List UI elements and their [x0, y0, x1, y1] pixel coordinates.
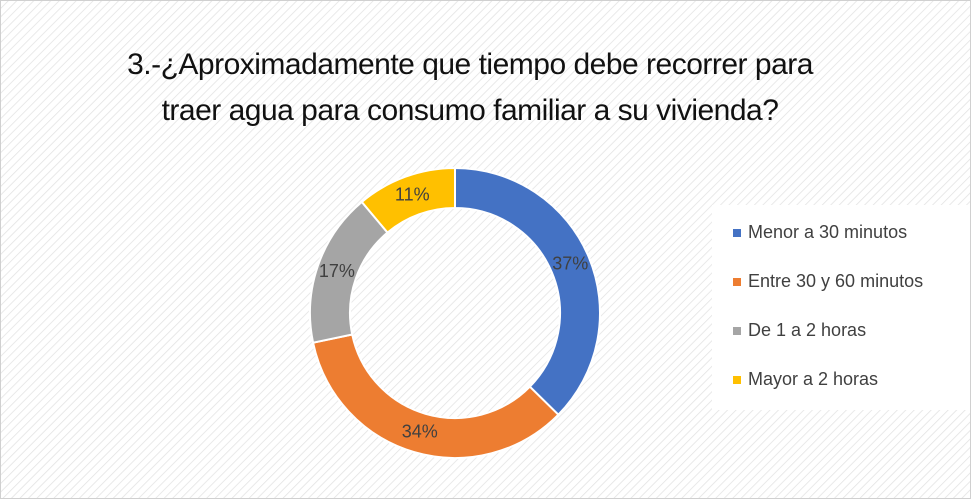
- legend-swatch: [733, 229, 741, 237]
- data-label: 11%: [395, 184, 430, 204]
- donut-slice: [360, 166, 456, 234]
- data-label: 17%: [319, 261, 355, 281]
- legend-label: De 1 a 2 horas: [748, 320, 866, 340]
- legend-label: Entre 30 y 60 minutos: [748, 271, 923, 291]
- chart-title: 3.-¿Aproximadamente que tiempo debe reco…: [127, 48, 813, 127]
- legend-box: [712, 205, 970, 410]
- legend-swatch: [733, 376, 741, 384]
- data-label: 34%: [402, 422, 438, 442]
- legend-label: Mayor a 2 horas: [748, 369, 878, 389]
- legend-swatch: [733, 278, 741, 286]
- donut-slice: [454, 166, 601, 417]
- legend-label: Menor a 30 minutos: [748, 222, 907, 242]
- legend-swatch: [733, 327, 741, 335]
- donut-slice: [311, 333, 560, 459]
- data-label: 37%: [552, 253, 588, 273]
